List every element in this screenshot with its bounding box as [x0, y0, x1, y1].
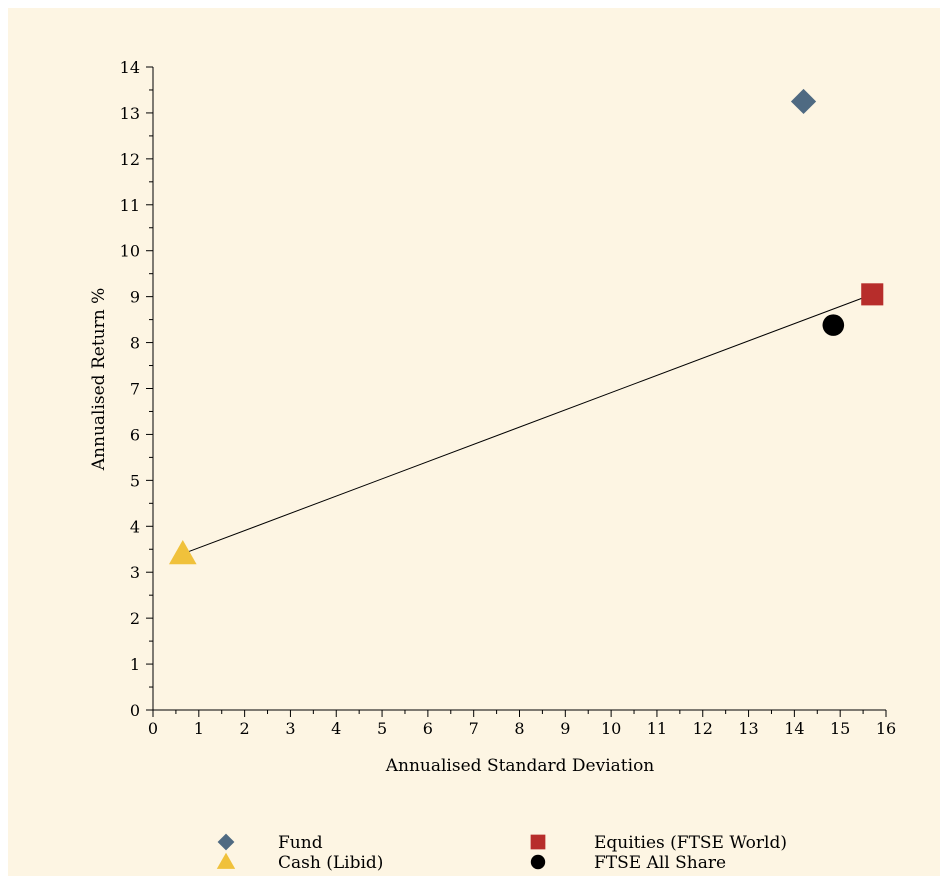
y-tick-label: 11: [120, 196, 140, 215]
x-tick-label: 13: [738, 719, 758, 738]
y-tick-label: 5: [130, 471, 140, 490]
legend-cash-libid-swatch: [216, 852, 236, 869]
x-tick-label: 4: [331, 719, 341, 738]
fund-point: [790, 88, 817, 115]
x-tick-label: 7: [469, 719, 479, 738]
y-tick-label: 0: [130, 701, 140, 720]
legend-cash-libid-label: Cash (Libid): [278, 853, 383, 873]
axes: 0 1 2 3 4 5 6 7 8 9 10 11 12 13 14 15 160123456789101112…: [120, 58, 897, 738]
x-tick-label: 12: [693, 719, 713, 738]
x-tick-label: 5: [377, 719, 387, 738]
y-tick-label: 12: [120, 150, 140, 169]
data-points: [168, 88, 884, 565]
x-tick-label: 10: [601, 719, 621, 738]
x-tick-label: 2: [240, 719, 250, 738]
x-tick-label: 15: [830, 719, 850, 738]
x-tick-label: 9: [560, 719, 570, 738]
x-tick-label: 14: [784, 719, 804, 738]
legend-ftse-all-share-swatch: [530, 854, 546, 870]
ftse-all-share-point: [822, 314, 845, 336]
x-tick-label: 3: [285, 719, 295, 738]
y-tick-label: 10: [120, 242, 140, 261]
y-tick-label: 7: [130, 380, 140, 399]
legend-fund-label: Fund: [278, 833, 323, 853]
x-tick-label: 11: [647, 719, 667, 738]
scatter-chart: 0 1 2 3 4 5 6 7 8 9 10 11 12 13 14 15 160123456789101112…: [89, 58, 897, 873]
y-tick-label: 13: [120, 104, 140, 123]
y-tick-label: 9: [130, 288, 140, 307]
equities-ftse-world-point: [861, 283, 884, 306]
y-tick-label: 4: [130, 517, 140, 536]
y-tick-label: 6: [130, 425, 140, 444]
trend-line-layer: [182, 293, 873, 555]
legend-equities-ftse-world-swatch: [530, 834, 546, 850]
y-tick-label: 8: [130, 334, 140, 353]
chart-panel: 0 1 2 3 4 5 6 7 8 9 10 11 12 13 14 15 16 0 1 2 3 4 5 6 7 8 9 10 11 12…: [8, 8, 940, 876]
cash-libid-point: [168, 540, 197, 565]
y-tick-label: 1: [130, 655, 140, 674]
legend-equities-ftse-world-label: Equities (FTSE World): [594, 833, 787, 853]
x-tick-label: 16: [876, 719, 896, 738]
legend-fund-swatch: [217, 833, 235, 851]
x-tick-label: 8: [514, 719, 524, 738]
x-tick-label: 6: [423, 719, 433, 738]
legend-ftse-all-share-label: FTSE All Share: [594, 853, 726, 873]
y-tick-label: 14: [120, 58, 140, 77]
cash-equities-line: [182, 293, 873, 555]
x-tick-label: 0: [148, 719, 158, 738]
y-axis-title: Annualised Return %: [89, 288, 109, 471]
x-tick-label: 1: [194, 719, 204, 738]
x-axis-title: Annualised Standard Deviation: [385, 756, 655, 776]
y-tick-label: 2: [130, 609, 140, 628]
y-tick-label: 3: [130, 563, 140, 582]
